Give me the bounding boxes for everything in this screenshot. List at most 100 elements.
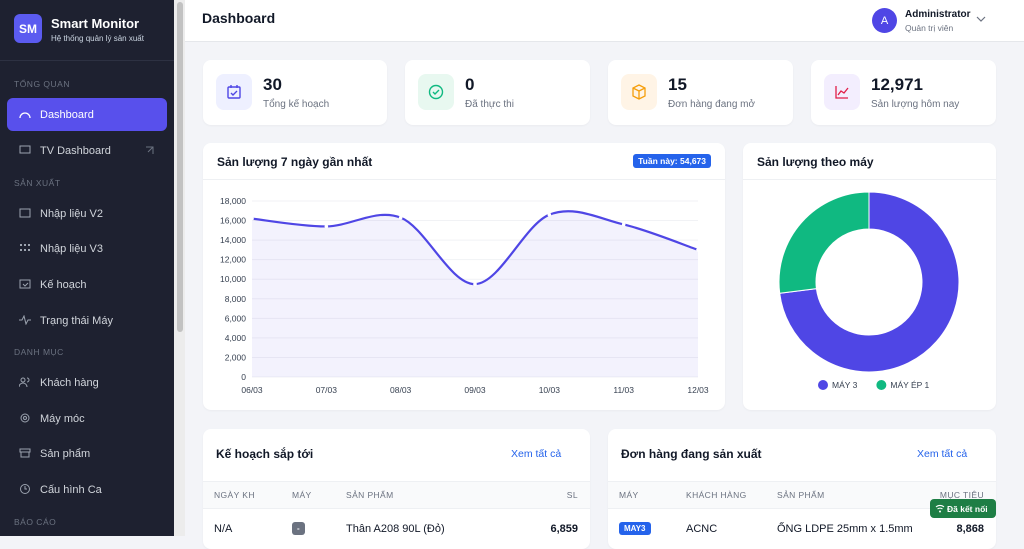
legend-swatch — [818, 380, 828, 390]
brand-subtitle: Hệ thống quản lý sản xuất — [51, 34, 144, 43]
page-title: Dashboard — [202, 10, 276, 26]
stat-icon — [621, 74, 657, 110]
nav-label: Dashboard — [40, 108, 94, 121]
icon — [19, 208, 31, 218]
point — [473, 282, 477, 286]
icon — [20, 413, 30, 423]
donut-slice — [779, 191, 960, 373]
user-name: Administrator — [905, 9, 971, 20]
line-chart: 0 2,000 4,000 6,000 8,000 10,000 12,000 14,000 1… — [220, 196, 709, 395]
y-tick-label: 2,000 — [225, 352, 247, 362]
cell: 6,859 — [550, 523, 578, 535]
cell: ỐNG LDPE 25mm x 1.5mm — [777, 523, 913, 535]
chart-title: Sản lượng 7 ngày gần nhất — [217, 155, 373, 169]
stat-card: 12,971 Sản lượng hôm nay — [811, 60, 996, 125]
column-header: KHÁCH HÀNG — [686, 490, 747, 500]
user-role: Quản trị viên — [905, 23, 954, 33]
divider — [0, 60, 174, 61]
x-tick-label: 11/03 — [613, 385, 634, 395]
logo: SM — [14, 14, 42, 43]
line-area — [252, 211, 698, 377]
nav-item[interactable]: Nhập liệu V2 — [7, 197, 167, 230]
y-tick-label: 0 — [241, 372, 246, 382]
column-header: SL — [566, 490, 578, 500]
column-header: MỤC TIÊU — [939, 490, 984, 500]
section-label: TỔNG QUAN — [14, 79, 70, 89]
pie-chart-card: Sản lượng theo máy MÁY 3 MÁY ÉP 1 — [743, 143, 996, 410]
nav-item[interactable]: Khách hàng — [7, 366, 167, 399]
section-label: SẢN XUẤT — [14, 178, 61, 188]
nav-item[interactable]: Máy móc — [7, 402, 167, 435]
icon — [19, 315, 31, 325]
y-tick-label: 10,000 — [220, 274, 246, 284]
nav-label: TV Dashboard — [40, 144, 111, 157]
scrollbar[interactable] — [174, 0, 185, 536]
table-title: Kế hoạch sắp tới — [216, 447, 314, 461]
x-tick-label: 10/03 — [539, 385, 561, 395]
header: Dashboard A Administrator Quản trị viên — [185, 0, 1024, 42]
y-tick-label: 16,000 — [220, 216, 246, 226]
connection-toast: Đã kết nối — [930, 499, 996, 518]
icon — [20, 244, 30, 251]
table-title: Đơn hàng đang sản xuất — [621, 447, 762, 461]
nav-label: Kế hoạch — [40, 278, 87, 291]
point — [621, 222, 626, 227]
nav-item[interactable]: Nhập liệu V3 — [7, 232, 167, 265]
cell: N/A — [214, 523, 233, 535]
legend-label: MÁY 3 — [832, 380, 858, 390]
icon — [19, 377, 30, 387]
nav-label: Sản phẩm — [40, 447, 91, 460]
cell: 8,868 — [956, 523, 984, 535]
column-header: NGÀY KH — [214, 490, 255, 500]
external-icon — [146, 146, 154, 154]
view-all-link[interactable]: Xem tất cả — [511, 448, 562, 460]
line-chart-card: Sản lượng 7 ngày gần nhất Tuần này: 54,6… — [203, 143, 725, 410]
stat-icon — [418, 74, 454, 110]
user-menu[interactable]: A Administrator Quản trị viên — [871, 7, 987, 35]
y-tick-label: 14,000 — [220, 235, 246, 245]
y-tick-label: 8,000 — [225, 294, 247, 304]
point — [324, 224, 329, 229]
icon — [19, 448, 31, 458]
nav-item[interactable]: Kế hoạch — [7, 268, 167, 301]
x-tick-label: 09/03 — [464, 385, 486, 395]
column-header: SẢN PHẨM — [346, 490, 394, 500]
stat-card: 30 Tổng kế hoạch — [203, 60, 387, 125]
nav-item[interactable]: Dashboard — [7, 98, 167, 131]
donut-chart: MÁY 3 MÁY ÉP 1 — [778, 191, 960, 390]
nav-label: Trạng thái Máy — [40, 314, 113, 327]
chart-title: Sản lượng theo máy — [757, 155, 874, 169]
divider — [203, 179, 725, 180]
stat-icon — [216, 74, 252, 110]
stat-card: 15 Đơn hàng đang mở — [608, 60, 793, 125]
section-label: DANH MỤC — [14, 347, 64, 357]
nav-item[interactable]: TV Dashboard — [7, 134, 167, 167]
nav-item[interactable]: Trạng thái Máy — [7, 304, 167, 337]
y-tick-label: 12,000 — [220, 255, 246, 265]
stat-value: 15 — [668, 75, 687, 94]
stat-icon — [824, 74, 860, 110]
icon — [19, 279, 31, 289]
toast-text: Đã kết nối — [947, 503, 988, 514]
x-tick-label: 08/03 — [390, 385, 412, 395]
nav-label: Khách hàng — [40, 376, 99, 389]
nav-item[interactable]: Sản phẩm — [7, 437, 167, 470]
stat-label: Đã thực thi — [465, 99, 514, 110]
view-all-link[interactable]: Xem tất cả — [917, 448, 968, 460]
nav-label: Cấu hình Ca — [40, 483, 102, 496]
icon — [19, 112, 31, 119]
donut-slice — [778, 191, 870, 294]
stat-label: Tổng kế hoạch — [263, 99, 330, 110]
stat-value: 12,971 — [871, 75, 923, 94]
stat-card: 0 Đã thực thi — [405, 60, 590, 125]
legend-swatch — [876, 380, 887, 390]
table-header — [203, 481, 590, 509]
nav-item[interactable]: Cấu hình Ca — [7, 473, 167, 506]
brand-title: Smart Monitor — [51, 16, 140, 31]
x-tick-label: 06/03 — [241, 385, 263, 395]
table-card: Đơn hàng đang sản xuất Xem tất cả MÁY KH… — [608, 429, 996, 549]
icon — [20, 484, 30, 494]
table-card: Kế hoạch sắp tới Xem tất cả NGÀY KH MÁY … — [203, 429, 590, 549]
nav-label: Nhập liệu V2 — [40, 207, 103, 220]
